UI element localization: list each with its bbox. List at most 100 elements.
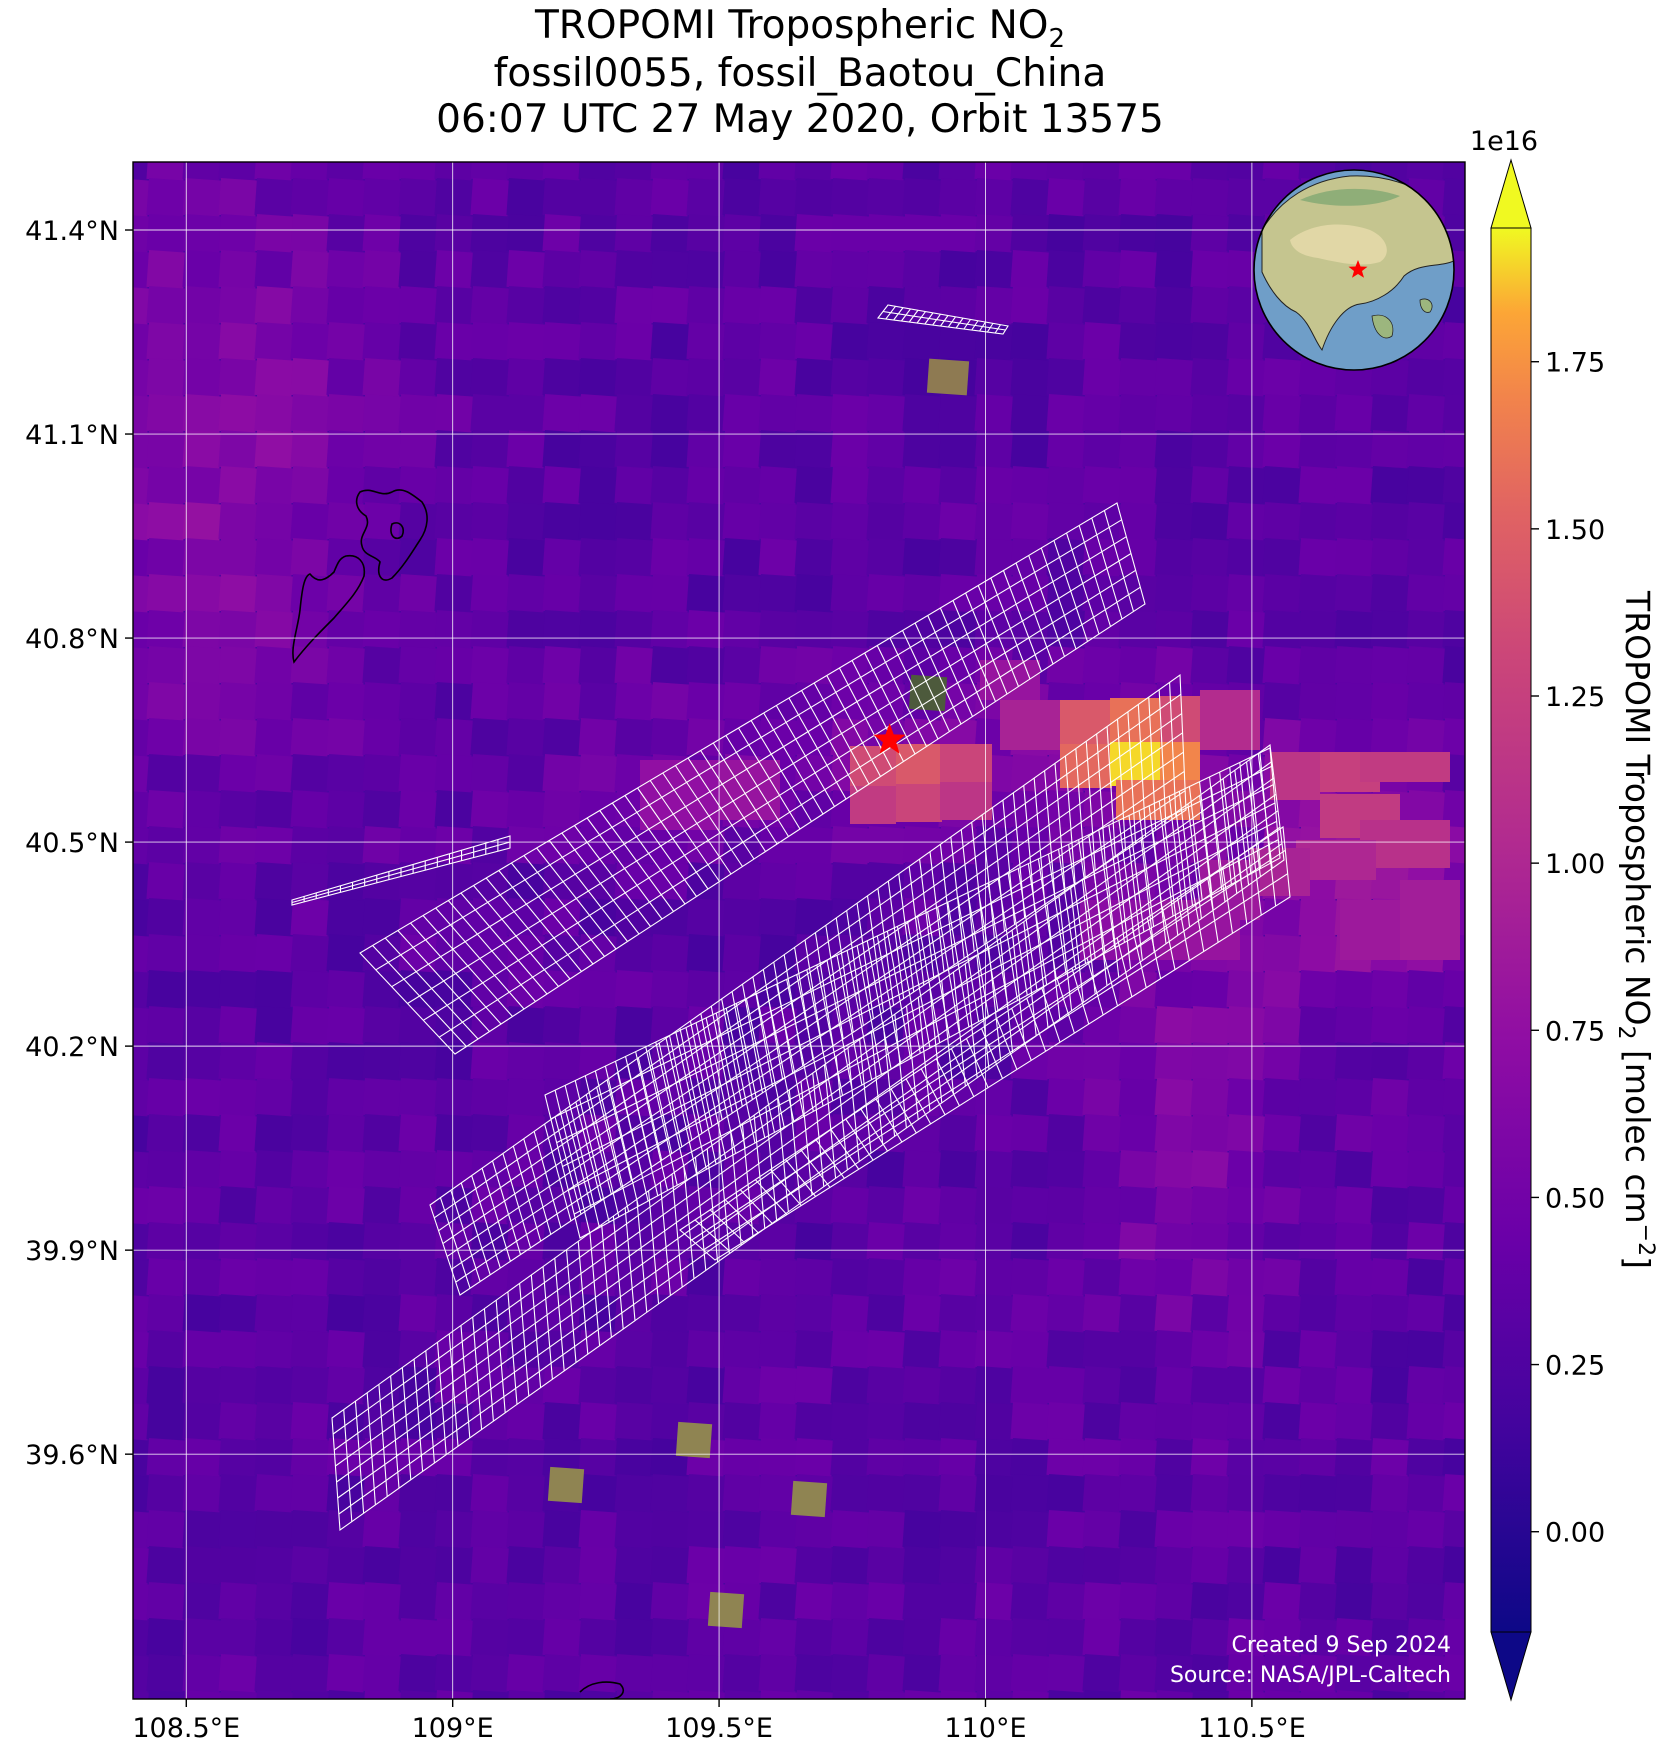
no2-pixel: [1226, 322, 1266, 362]
no2-pixel: [1334, 1582, 1374, 1622]
footprint-line: [460, 1325, 471, 1438]
no2-pixel: [1406, 1618, 1446, 1658]
no2-pixel: [362, 1546, 402, 1586]
no2-pixel: [470, 1618, 510, 1658]
no2-pixel: [182, 1329, 222, 1370]
no2-pixel: [470, 1222, 510, 1262]
no2-pixel: [1010, 177, 1050, 218]
no2-pixel: [758, 538, 798, 578]
no2-pixel: [578, 825, 618, 866]
no2-pixel: [1226, 1474, 1266, 1514]
no2-pixel: [1082, 1329, 1122, 1370]
footprint-line: [1161, 907, 1176, 970]
no2-pixel: [1226, 1618, 1266, 1658]
footprint-line: [471, 1175, 501, 1269]
no2-pixel: [290, 1078, 330, 1118]
no2-pixel: [362, 466, 402, 506]
no2-pixel: [1442, 753, 1465, 794]
no2-pixel: [1046, 538, 1086, 578]
no2-pixel: [254, 1618, 294, 1658]
no2-pixel: [1262, 1258, 1302, 1298]
footprint-line: [700, 1013, 723, 1120]
no2-pixel: [1118, 1366, 1158, 1406]
no2-pixel: [938, 1654, 978, 1694]
no2-pixel: [578, 1582, 618, 1622]
no2-pixel: [974, 1438, 1014, 1478]
no2-pixel: [650, 1186, 690, 1226]
no2-pixel: [1262, 969, 1302, 1010]
no2-pixel: [1190, 1474, 1230, 1514]
no2-pixel: [290, 538, 330, 578]
footprint-line: [554, 1116, 582, 1215]
no2-pixel: [866, 826, 906, 866]
footprint-line: [335, 793, 1277, 1467]
no2-pixel: [542, 394, 582, 434]
footprint-line: [1081, 879, 1096, 995]
no2-pixel: [1154, 1042, 1194, 1082]
no2-pixel: [182, 1438, 222, 1478]
no2-pixel: [1010, 358, 1050, 398]
footprint-line: [741, 984, 764, 1094]
no2-pixel: [758, 826, 798, 866]
no2-pixel: [686, 538, 726, 578]
no2-pixel: [146, 1510, 186, 1550]
footprint-line: [550, 765, 1272, 1120]
footprint-line: [882, 1022, 896, 1137]
no2-pixel: [1154, 574, 1194, 614]
no2-pixel: [1442, 162, 1465, 182]
no2-pixel: [1046, 1006, 1086, 1046]
footprint-line: [1054, 763, 1066, 891]
no2-pixel: [686, 162, 726, 182]
no2-pixel: [1298, 538, 1338, 578]
no2-pixel: [398, 610, 438, 650]
no2-pixel: [1046, 1546, 1086, 1586]
no2-pixel: [146, 394, 186, 434]
no2-pixel: [218, 502, 258, 542]
no2-pixel: [938, 1330, 978, 1370]
no2-pixel: [902, 574, 942, 614]
no2-pixel: [1010, 1366, 1050, 1406]
no2-pixel: [218, 826, 258, 866]
footprint-line: [556, 784, 1274, 1144]
no2-pixel: [614, 1258, 654, 1298]
footprint-line: [950, 1048, 975, 1097]
no2-pixel: [326, 1078, 366, 1118]
no2-pixel: [866, 1113, 906, 1154]
no2-pixel: [758, 1402, 798, 1442]
no2-pixel: [830, 1258, 870, 1298]
no2-pixel: [1298, 429, 1338, 470]
no2-pixel: [290, 1546, 330, 1586]
no2-pixel: [326, 1150, 366, 1190]
no2-pixel: [722, 430, 762, 470]
no2-pixel: [722, 646, 762, 686]
no2-pixel: [1334, 610, 1374, 650]
no2-pixel: [1226, 178, 1266, 218]
footprint-line: [1234, 770, 1250, 886]
no2-pixel: [470, 682, 510, 722]
no2-pixel: [146, 1654, 186, 1694]
no2-pixel: [686, 1366, 726, 1406]
no2-pixel: [133, 1006, 150, 1046]
no2-pixel: [218, 1078, 258, 1118]
no2-pixel: [1334, 502, 1374, 542]
no2-pixel: [722, 502, 762, 542]
no2-pixel: [938, 1546, 978, 1586]
no2-pixel: [758, 1258, 798, 1298]
footprint-line: [788, 1089, 801, 1204]
no2-pixel: [974, 1402, 1014, 1442]
no2-pixel: [794, 1546, 834, 1586]
no2-pixel: [758, 502, 798, 542]
footprint-line: [601, 1224, 612, 1338]
no2-pixel: [830, 574, 870, 614]
no2-pixel: [1118, 286, 1158, 326]
no2-pixel: [758, 1366, 798, 1406]
no2-pixel: [362, 1294, 402, 1334]
no2-pixel: [506, 286, 546, 326]
lake-outline: [355, 489, 428, 581]
footprint-line: [1140, 837, 1155, 953]
no2-pixel: [794, 1078, 834, 1118]
no2-pixel: [1262, 1294, 1302, 1334]
no2-pixel: [1190, 1618, 1230, 1658]
no2-pixel: [902, 1294, 942, 1334]
footprint-line: [905, 1005, 919, 1120]
